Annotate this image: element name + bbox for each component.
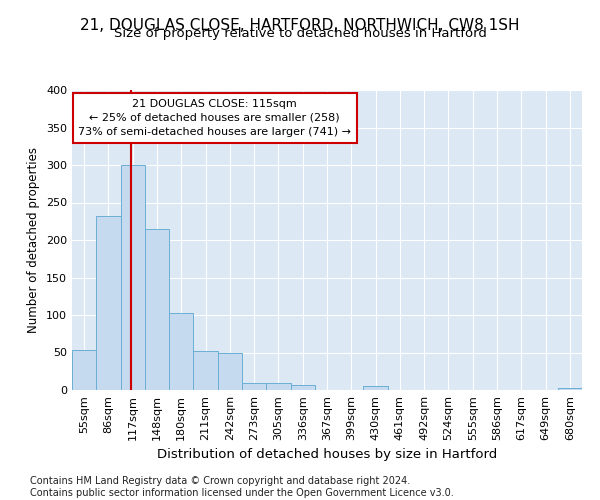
Bar [266,382,290,390]
Bar [121,165,145,390]
Bar [96,216,121,390]
Bar [169,313,193,390]
Bar [364,386,388,390]
Bar [193,351,218,390]
Bar [145,229,169,390]
X-axis label: Distribution of detached houses by size in Hartford: Distribution of detached houses by size … [157,448,497,462]
Y-axis label: Number of detached properties: Number of detached properties [28,147,40,333]
Text: 21, DOUGLAS CLOSE, HARTFORD, NORTHWICH, CW8 1SH: 21, DOUGLAS CLOSE, HARTFORD, NORTHWICH, … [80,18,520,32]
Bar [290,385,315,390]
Text: Contains HM Land Registry data © Crown copyright and database right 2024.
Contai: Contains HM Land Registry data © Crown c… [30,476,454,498]
Text: 21 DOUGLAS CLOSE: 115sqm
← 25% of detached houses are smaller (258)
73% of semi-: 21 DOUGLAS CLOSE: 115sqm ← 25% of detach… [79,99,352,137]
Bar [218,353,242,390]
Bar [72,350,96,390]
Bar [558,388,582,390]
Text: Size of property relative to detached houses in Hartford: Size of property relative to detached ho… [113,28,487,40]
Bar [242,382,266,390]
